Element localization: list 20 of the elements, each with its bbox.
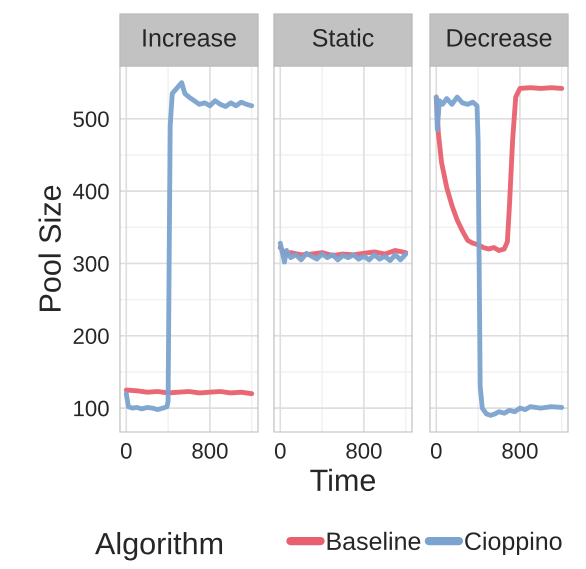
x-tick-label: 800: [192, 443, 228, 459]
x-tick-label: 800: [502, 443, 538, 459]
legend-title: Algorithm: [95, 532, 222, 560]
x-axis-title: Time: [310, 468, 376, 492]
y-tick-label: 100: [74, 400, 109, 416]
legend-label: Baseline: [328, 532, 420, 550]
y-tick-label: 300: [73, 256, 109, 272]
y-tick-label: 400: [73, 184, 109, 200]
y-tick-label: 200: [74, 328, 109, 344]
line-series: [124, 80, 254, 412]
chart-title: Static: [312, 28, 374, 47]
x-tick-label: 0: [430, 443, 442, 459]
chart-title: Decrease: [448, 29, 552, 47]
x-tick-label: 0: [120, 443, 132, 459]
y-tick-label: 500: [73, 111, 109, 128]
chart-title: Increase: [143, 29, 236, 47]
legend-label: Cioppino: [465, 532, 562, 556]
y-axis-title: Pool Size: [38, 186, 61, 312]
x-tick-label: 0: [274, 443, 286, 459]
x-tick-label: 800: [346, 443, 382, 459]
